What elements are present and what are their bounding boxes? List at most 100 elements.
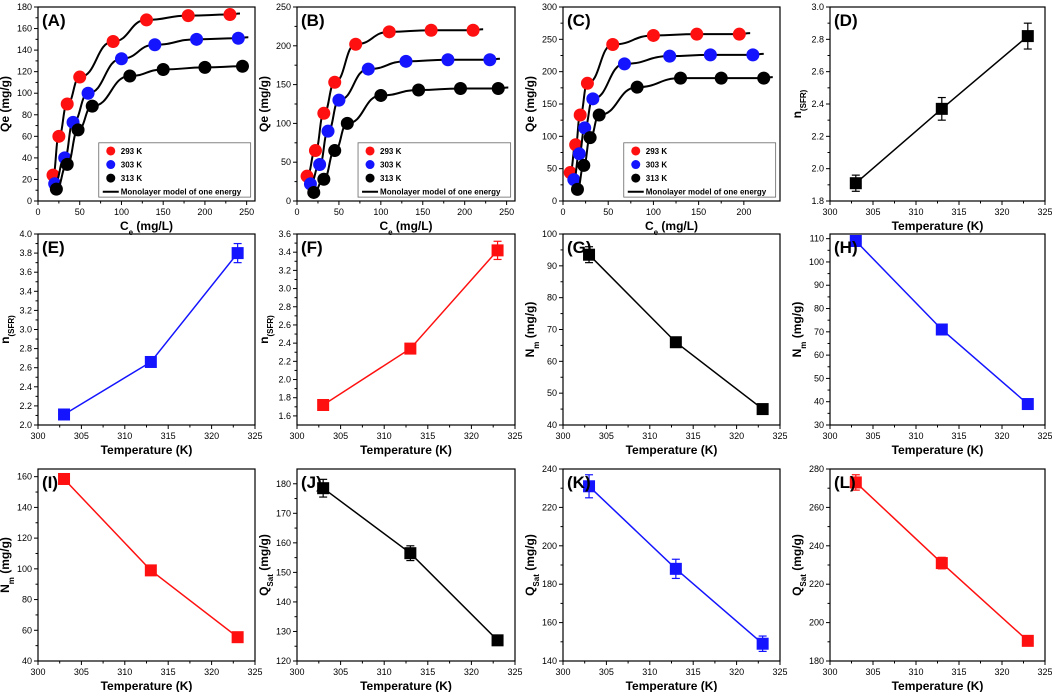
panel-label: (A) [42, 11, 66, 30]
data-point-303k [586, 92, 600, 106]
x-tick-label: 325 [507, 667, 522, 677]
data-point-293k [382, 25, 396, 39]
data-point-313k [198, 60, 212, 74]
data-point [144, 355, 157, 368]
y-tick-label: 160 [17, 24, 32, 34]
y-tick-label: 180 [17, 2, 32, 12]
y-tick-label: 2.0 [278, 375, 291, 385]
data-point-303k [361, 62, 375, 76]
data-point [317, 482, 330, 495]
x-tick-label: 310 [117, 667, 132, 677]
y-tick-label: 80 [547, 293, 557, 303]
data-point-303k [231, 31, 245, 45]
y-tick-label: 40 [22, 153, 32, 163]
y-axis-label: n(SFR) [790, 89, 808, 118]
data-point-313k [454, 81, 467, 95]
x-tick-label: 310 [908, 207, 923, 217]
data-point-313k [317, 172, 331, 186]
x-tick-label: 305 [333, 667, 348, 677]
x-tick-label: 310 [117, 431, 132, 441]
y-tick-label: 160 [17, 472, 32, 482]
y-tick-label: 160 [542, 618, 557, 628]
x-tick-label: 325 [247, 431, 262, 441]
series-line [588, 254, 764, 410]
y-tick-label: 260 [809, 502, 824, 512]
series-line [855, 240, 1029, 405]
y-tick-label: 0 [27, 196, 32, 206]
y-tick-label: 40 [814, 397, 824, 407]
legend-marker [365, 160, 375, 170]
y-axis-label-subscript: Sat [266, 574, 275, 587]
data-point-313k [49, 182, 63, 196]
y-tick-label: 240 [542, 464, 557, 474]
legend-label: Monolayer model of one energy [646, 188, 767, 197]
y-tick-label: 30 [814, 420, 824, 430]
y-tick-label: 220 [809, 579, 824, 589]
x-tick-label: 315 [420, 667, 435, 677]
data-point [1021, 398, 1034, 411]
y-tick-label: 110 [810, 234, 824, 244]
data-point-303k [617, 57, 631, 71]
y-tick-label: 150 [276, 567, 291, 577]
x-tick-label: 300 [822, 667, 837, 677]
y-axis-label-unit: (mg/g) [523, 302, 537, 342]
y-tick-label: 180 [276, 479, 291, 489]
data-point [583, 248, 596, 261]
data-point-303k [321, 124, 335, 138]
data-point-313k [374, 88, 388, 102]
x-tick-label: 100 [373, 207, 388, 217]
data-point-313k [156, 63, 170, 77]
x-tick-label: 320 [994, 207, 1009, 217]
legend-label: 303 K [646, 161, 668, 170]
data-point [317, 398, 330, 411]
data-point-303k [399, 54, 413, 68]
panel-label: (G) [567, 238, 592, 257]
y-tick-label: 3.4 [19, 286, 32, 296]
y-tick-label: 60 [814, 350, 824, 360]
panel-F: 300 305 310 315 320 325 1.6 1.8 2.0 2.2 2.4 2.6 2.8 3… [257, 229, 523, 457]
y-axis-label-unit: (mg/g) [790, 302, 804, 342]
y-axis-label-subscript: (SFR) [266, 315, 275, 337]
panel-J: 300 305 310 315 320 325 120 130 140 150 160 170 180 T… [257, 468, 523, 692]
y-tick-label: 2.8 [811, 34, 824, 44]
y-axis-label: QSat (mg/g) [257, 534, 275, 596]
data-point-293k [60, 97, 74, 111]
legend-label: 293 K [380, 147, 402, 156]
legend-label: Monolayer model of one energy [121, 188, 242, 197]
y-axis-label: n(SFR) [0, 315, 16, 344]
data-point [491, 634, 504, 647]
data-point-293k [646, 28, 660, 42]
x-axis-label-subscript: e [388, 228, 393, 237]
y-tick-label: 2.4 [278, 338, 291, 348]
legend: 293 K 303 K 313 K Monolayer model of one en… [357, 142, 512, 198]
y-axis-label: Qe (mg/g) [0, 76, 12, 132]
x-tick-label: 315 [951, 431, 966, 441]
y-tick-label: 140 [17, 502, 32, 512]
y-axis-label-unit: (mg/g) [790, 534, 804, 574]
y-tick-label: 100 [809, 257, 824, 267]
legend-marker [631, 146, 641, 156]
panel-G: 300 305 310 315 320 325 40 50 60 70 80 90 100 Tempera… [523, 229, 788, 457]
x-tick-label: 305 [333, 431, 348, 441]
y-axis-label-subscript: (SFR) [7, 315, 16, 337]
x-tick-label: 300 [289, 431, 304, 441]
data-point-293k [317, 106, 331, 120]
y-axis-label-subscript: Sat [799, 574, 808, 587]
y-tick-label: 3.0 [19, 325, 32, 335]
y-tick-label: 100 [542, 131, 557, 141]
y-tick-label: 0 [552, 196, 557, 206]
panel-label: (F) [301, 238, 323, 257]
y-tick-label: 80 [814, 304, 824, 314]
data-point [231, 247, 244, 260]
x-axis-label: Temperature (K) [626, 679, 718, 692]
y-tick-label: 100 [542, 229, 557, 239]
data-point-303k [313, 158, 327, 172]
y-tick-label: 150 [276, 80, 291, 90]
data-point-313k [71, 123, 85, 137]
x-axis-label-unit: (mg/L) [658, 219, 698, 233]
y-tick-label: 120 [17, 67, 32, 77]
y-axis-label: Nm (mg/g) [0, 537, 16, 593]
data-point [1021, 634, 1034, 647]
y-tick-label: 2.6 [278, 320, 291, 330]
x-tick-label: 320 [994, 431, 1009, 441]
